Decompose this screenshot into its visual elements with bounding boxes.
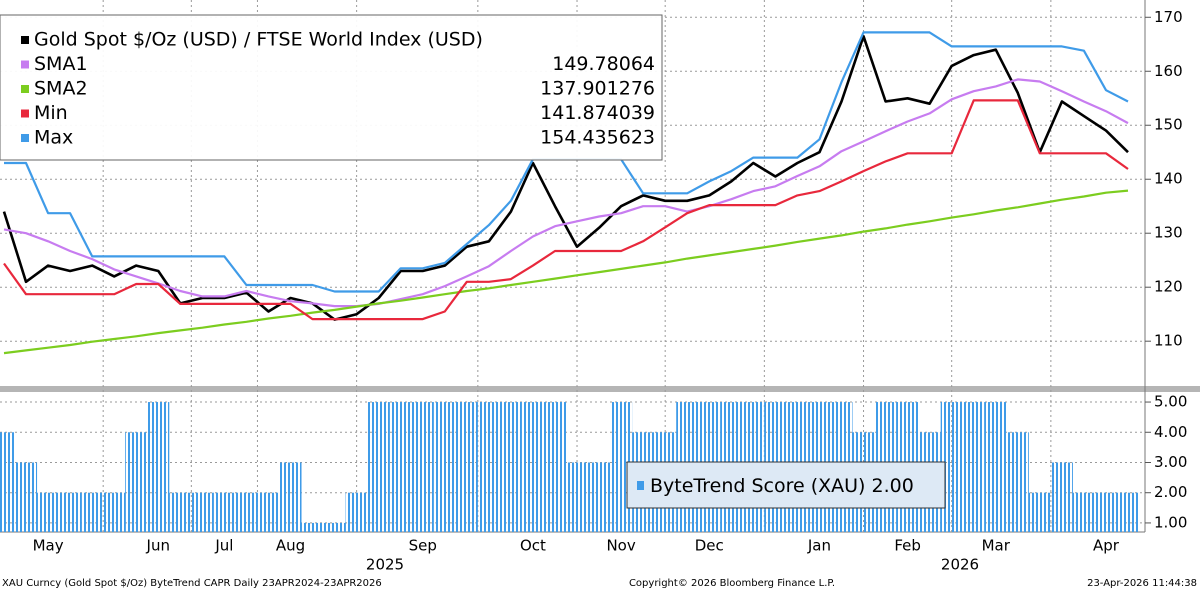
bar [323, 522, 346, 532]
legend-box [626, 461, 946, 509]
bar [37, 492, 60, 532]
bar [235, 492, 258, 532]
bar [455, 402, 478, 532]
y-tick-label: 170 [1154, 8, 1183, 26]
x-tick-label: Oct [520, 537, 546, 555]
x-tick-label: Apr [1093, 537, 1120, 555]
x-tick-label: May [33, 537, 64, 555]
year-label: 2026 [941, 556, 979, 574]
legend-label: SMA2 [34, 78, 88, 100]
bar [1050, 462, 1073, 532]
bar [15, 462, 38, 532]
bar [279, 462, 302, 532]
bar [566, 462, 589, 532]
bar [257, 492, 280, 532]
y-tick-label: 4.00 [1154, 423, 1187, 441]
legend-value: 2.00 [872, 475, 914, 497]
bar [1116, 492, 1140, 532]
legend-swatch [21, 60, 29, 69]
year-label: 2025 [366, 556, 404, 574]
x-tick-label: Mar [982, 537, 1011, 555]
bar [389, 402, 412, 532]
y-tick-label: 2.00 [1154, 483, 1187, 501]
legend-swatch [21, 134, 29, 142]
bar [984, 402, 1007, 532]
footer-center: Copyright© 2026 Bloomberg Finance L.P. [629, 578, 835, 589]
y-tick-label: 110 [1154, 332, 1183, 350]
bar [169, 492, 192, 532]
y-tick-label: 150 [1154, 116, 1183, 134]
y-tick-label: 130 [1154, 224, 1183, 242]
y-tick-label: 140 [1154, 170, 1183, 188]
bar [59, 492, 82, 532]
bar [345, 492, 368, 532]
bar [367, 402, 390, 532]
legend-swatch [21, 85, 29, 93]
legend-value: 154.435623 [540, 127, 655, 149]
x-tick-label: Aug [276, 537, 305, 555]
x-tick-label: Nov [606, 537, 635, 555]
bar [147, 402, 170, 532]
bar [0, 432, 16, 532]
legend-label: ByteTrend Score (XAU) 2.00 [650, 475, 914, 497]
series-line [2, 34, 1129, 321]
bar [499, 402, 522, 532]
footer-right: 23-Apr-2026 11:44:38 [1087, 578, 1197, 589]
legend-value: 149.78064 [552, 53, 655, 75]
bar [543, 402, 566, 532]
bar [301, 522, 324, 532]
bar [1094, 492, 1117, 532]
y-tick-label: 3.00 [1154, 453, 1187, 471]
x-tick-label: Feb [894, 537, 921, 555]
bar [477, 402, 500, 532]
legend-swatch [21, 36, 29, 44]
bar [588, 462, 611, 532]
x-tick-label: Dec [695, 537, 724, 555]
x-tick-label: Jan [807, 537, 831, 555]
y-tick-label: 160 [1154, 62, 1183, 80]
footer-left: XAU Curncy (Gold Spot $/Oz) ByteTrend CA… [2, 578, 382, 589]
legend-value: 137.901276 [540, 78, 655, 100]
bar [103, 492, 126, 532]
x-tick-label: Jul [214, 537, 233, 555]
series-line [3, 189, 1129, 355]
bar [940, 402, 963, 532]
bar [81, 492, 104, 532]
x-tick-label: Sep [409, 537, 437, 555]
bar [1028, 492, 1051, 532]
bar [521, 402, 544, 532]
legend-swatch [637, 481, 644, 490]
bar [1072, 492, 1095, 532]
bar [191, 492, 214, 532]
bar [433, 402, 456, 532]
legend-label: Min [34, 102, 68, 124]
legend-title: Gold Spot $/Oz (USD) / FTSE World Index … [34, 29, 483, 51]
series-line [3, 78, 1129, 308]
bar [962, 402, 985, 532]
bar [125, 432, 148, 532]
series-line [3, 99, 1129, 321]
legend-label: Max [34, 127, 73, 149]
legend-label: SMA1 [34, 53, 88, 75]
x-tick-label: Jun [146, 537, 170, 555]
bar [411, 402, 434, 532]
y-tick-label: 120 [1154, 278, 1183, 296]
bar [213, 492, 236, 532]
y-tick-label: 5.00 [1154, 393, 1187, 411]
legend-name: ByteTrend Score (XAU) [650, 475, 865, 497]
legend-swatch [21, 109, 29, 118]
legend-value: 141.874039 [540, 102, 655, 124]
bar [1006, 432, 1029, 532]
legend-box [0, 14, 663, 161]
y-tick-label: 1.00 [1154, 513, 1187, 531]
panel-separator [0, 386, 1200, 392]
